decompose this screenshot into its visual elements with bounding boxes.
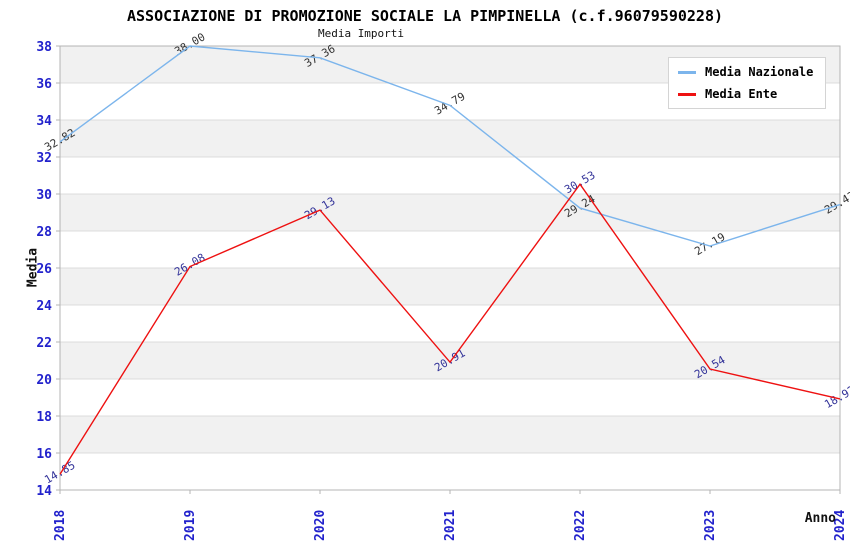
y-axis-title: Media — [25, 247, 41, 288]
y-tick-label: 22 — [36, 336, 52, 351]
legend: Media Nazionale Media Ente — [668, 57, 827, 109]
x-tick-label: 2024 — [833, 510, 848, 541]
plot-band — [60, 194, 840, 231]
legend-label-media-ente: Media Ente — [705, 87, 778, 101]
line-swatch-media-nazionale — [678, 70, 696, 74]
line-swatch-media-ente — [678, 92, 696, 96]
y-tick-label: 38 — [36, 40, 52, 55]
y-tick-label: 26 — [36, 262, 52, 277]
x-tick-label: 2021 — [443, 510, 458, 541]
point-label: 27.19 — [692, 230, 727, 258]
point-label: 30.53 — [562, 169, 597, 197]
y-tick-label: 30 — [36, 188, 52, 203]
y-tick-label: 28 — [36, 225, 52, 240]
series-line-media-nazionale — [59, 45, 841, 247]
x-tick-label: 2018 — [53, 510, 68, 541]
x-axis-title: Anno — [804, 511, 836, 526]
x-tick-label: 2020 — [313, 510, 328, 541]
y-tick-label: 14 — [36, 484, 52, 499]
y-tick-label: 32 — [36, 151, 52, 166]
legend-item-media-nazionale: Media Nazionale — [678, 65, 813, 79]
x-tick-label: 2019 — [183, 510, 198, 541]
chart-title: ASSOCIAZIONE DI PROMOZIONE SOCIALE LA PI… — [126, 7, 724, 25]
plot-band — [60, 120, 840, 157]
point-label: 18.92 — [822, 383, 850, 411]
legend-item-media-ente: Media Ente — [678, 87, 813, 101]
plot-band — [60, 268, 840, 305]
legend-label-media-nazionale: Media Nazionale — [705, 65, 814, 79]
x-tick-label: 2022 — [573, 510, 588, 541]
y-tick-label: 34 — [36, 114, 52, 129]
series-line-media-ente — [59, 182, 841, 475]
y-tick-label: 16 — [36, 447, 52, 462]
y-tick-label: 18 — [36, 410, 52, 425]
point-label: 34.79 — [432, 90, 467, 118]
plot-band — [60, 416, 840, 453]
y-tick-label: 24 — [36, 299, 52, 314]
y-tick-label: 36 — [36, 77, 52, 92]
x-tick-label: 2023 — [703, 510, 718, 541]
y-tick-label: 20 — [36, 373, 52, 388]
chart-subtitle: Media Importi — [317, 27, 405, 40]
plot-band — [60, 342, 840, 379]
